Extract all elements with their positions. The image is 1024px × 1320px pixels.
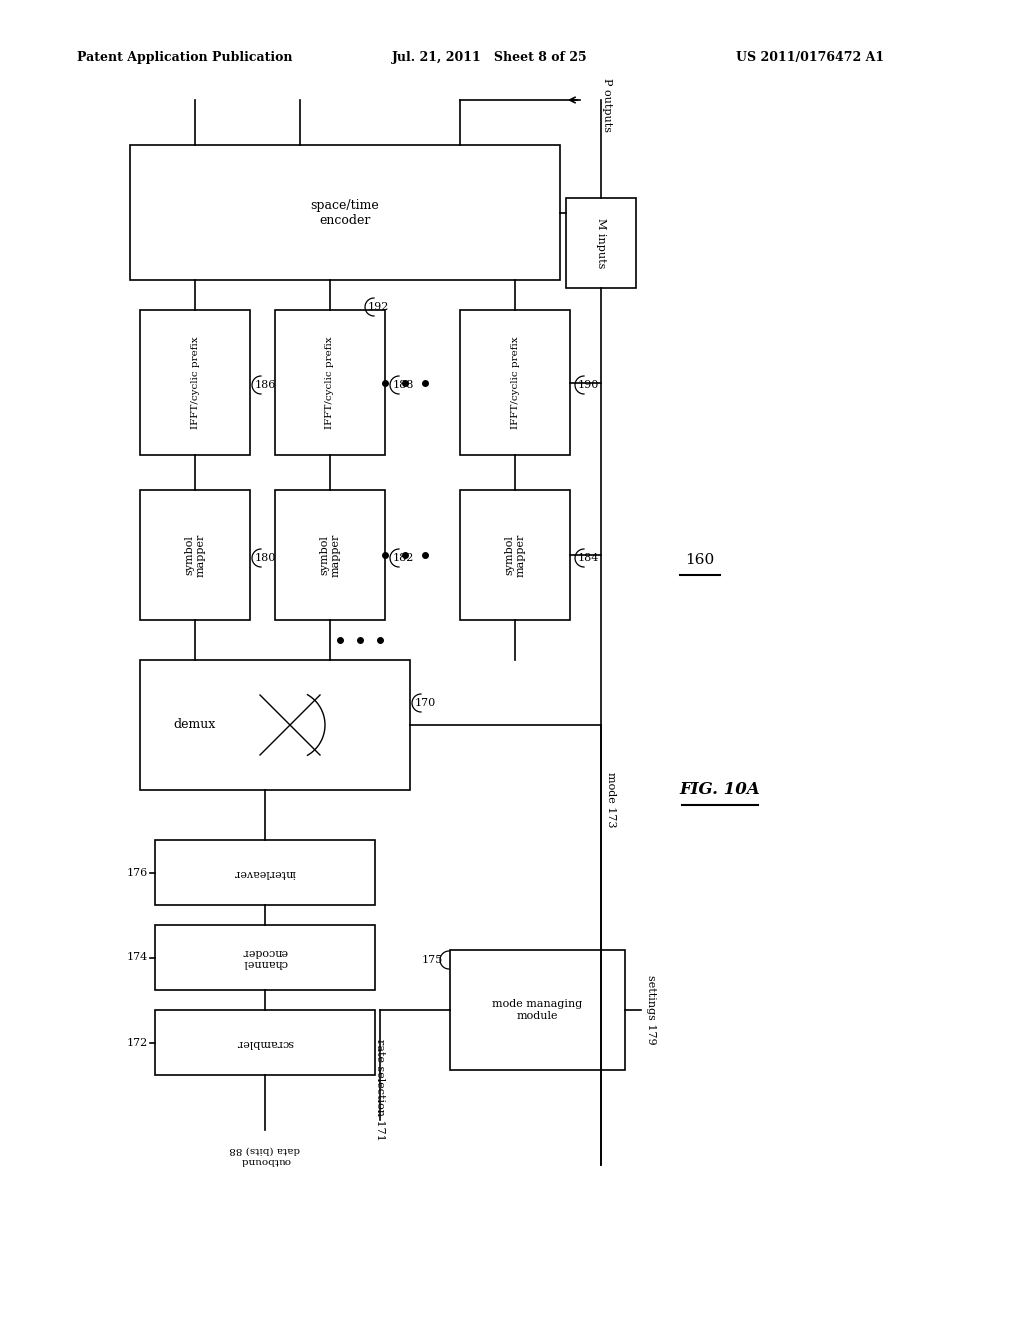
Text: 175: 175 [422,954,443,965]
Bar [155,840,375,906]
Text: rate selection 171: rate selection 171 [375,1039,385,1140]
Text: 170: 170 [415,698,436,708]
Text: 186: 186 [255,380,276,389]
Text: IFFT/cyclic prefix: IFFT/cyclic prefix [190,337,200,429]
Text: outbound
data (bits) 88: outbound data (bits) 88 [229,1146,300,1164]
Text: M inputs: M inputs [596,218,606,268]
Bar [275,310,385,455]
Text: IFFT/cyclic prefix: IFFT/cyclic prefix [326,337,335,429]
Text: 174: 174 [127,953,148,962]
Bar [566,198,636,288]
Text: scrambler: scrambler [237,1038,294,1048]
Text: mode managing
module: mode managing module [493,999,583,1020]
Text: space/time
encoder: space/time encoder [310,198,379,227]
Text: 188: 188 [393,380,415,389]
Text: 172: 172 [127,1038,148,1048]
Bar [140,310,250,455]
Text: IFFT/cyclic prefix: IFFT/cyclic prefix [511,337,519,429]
Text: symbol
mapper: symbol mapper [319,533,341,577]
Text: Jul. 21, 2011   Sheet 8 of 25: Jul. 21, 2011 Sheet 8 of 25 [392,51,588,65]
Text: symbol
mapper: symbol mapper [504,533,525,577]
Text: 180: 180 [255,553,276,564]
Text: 192: 192 [368,302,389,312]
Text: US 2011/0176472 A1: US 2011/0176472 A1 [736,51,884,65]
Bar [155,1010,375,1074]
Text: 176: 176 [127,867,148,878]
Text: 184: 184 [578,553,599,564]
Text: FIG. 10A: FIG. 10A [680,781,761,799]
Bar [450,950,625,1071]
Text: demux: demux [174,718,216,731]
Bar [140,490,250,620]
Bar [140,660,410,789]
Bar [155,925,375,990]
Text: Patent Application Publication: Patent Application Publication [77,51,293,65]
Text: channel
encoder: channel encoder [243,946,288,969]
Text: 182: 182 [393,553,415,564]
Bar [275,490,385,620]
Text: P outputs: P outputs [602,78,612,132]
Text: mode 173: mode 173 [606,772,616,828]
Text: symbol
mapper: symbol mapper [184,533,206,577]
Bar [460,310,570,455]
Text: settings 179: settings 179 [646,975,656,1045]
Text: 190: 190 [578,380,599,389]
Text: 160: 160 [685,553,715,568]
Bar [460,490,570,620]
Text: interleaver: interleaver [234,867,296,878]
Bar [130,145,560,280]
